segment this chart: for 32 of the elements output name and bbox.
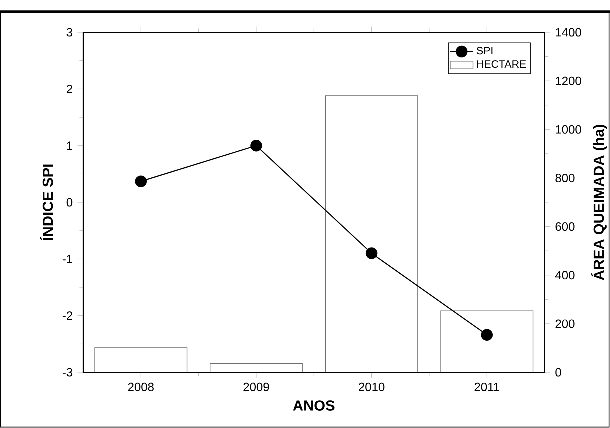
point [135,176,148,188]
point [366,248,378,260]
x-tick-label: 2008 [128,382,154,392]
y2-tick-label: 1000 [556,125,582,134]
y2-tick-label: 200 [556,320,575,328]
bar [94,348,188,373]
y-tick-label: -3 [62,368,73,377]
bar [440,310,534,373]
x-tick-label: 2010 [359,382,385,392]
y2-tick-label: 400 [555,271,575,280]
y2-tick-label: 0 [556,368,562,377]
y-tick-label: 0 [66,198,73,207]
x-tick-label: 2011 [474,382,500,392]
y-tick-label: 2 [67,85,72,94]
bar [210,363,303,373]
x-tick-label: 2009 [244,382,270,392]
y-tick-label: 1 [67,142,72,150]
legend-label: HECTARE [477,60,526,68]
y2-tick-label: 800 [556,174,575,182]
y2-tick-label: 600 [556,222,575,232]
y2-axis-title: ÁREA QUEIMADA (ha) [591,125,608,280]
bar [325,96,418,373]
x-axis-title: ANOS [293,400,335,411]
y-tick-label: -2 [62,312,72,320]
point [250,140,262,152]
y-tick-label: 3 [66,28,73,37]
y-axis-title: ÍNDICE SPI [40,164,54,240]
y2-tick-label: 1200 [556,76,582,86]
point [481,329,493,341]
y-tick-label: -1 [62,255,72,264]
legend-label: SPI [476,47,493,55]
y2-tick-label: 1400 [556,28,582,37]
